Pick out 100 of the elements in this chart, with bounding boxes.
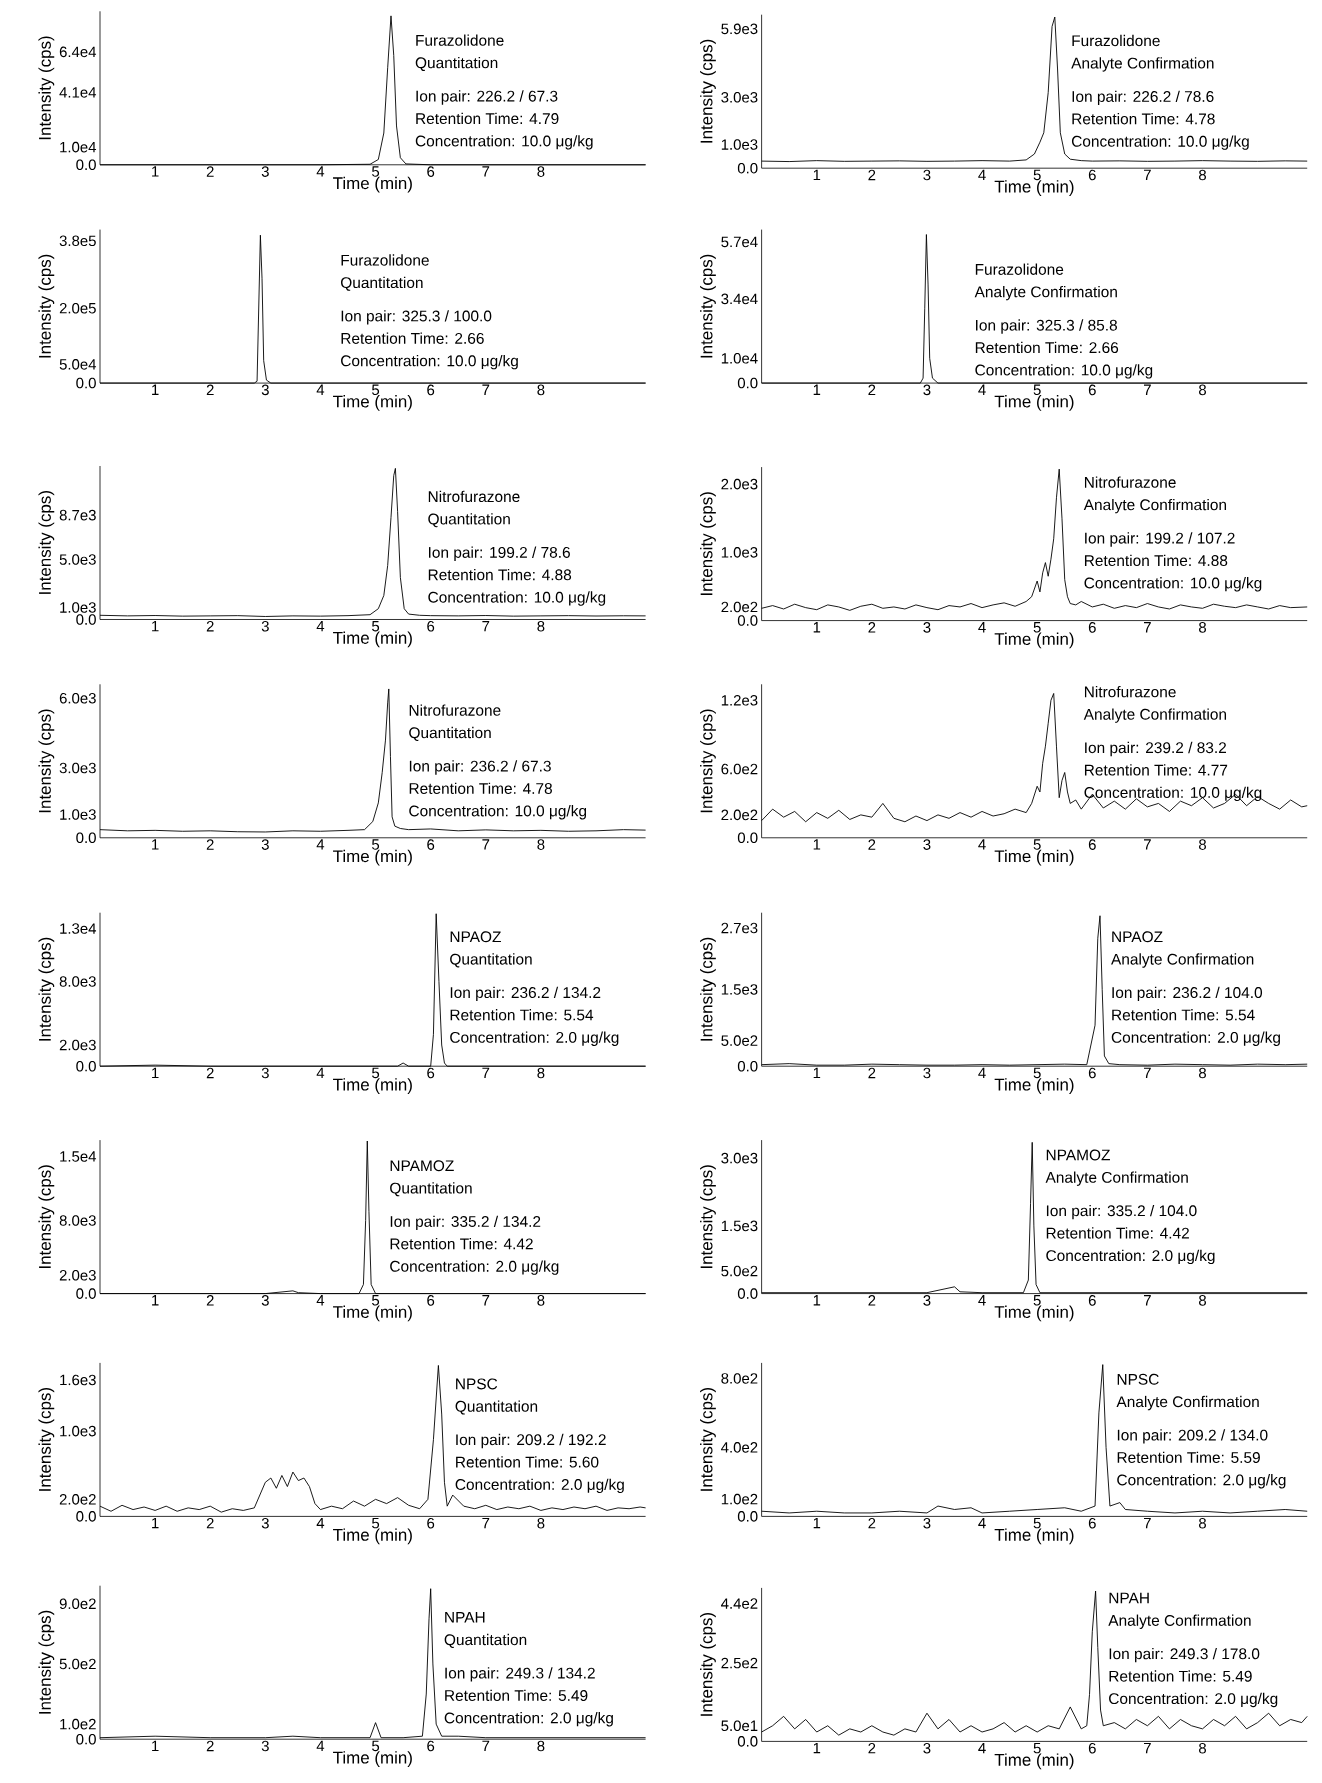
x-tick-label: 2 — [206, 839, 214, 850]
y-tick-label: 4.0e2 — [721, 1442, 758, 1453]
y-tick-label: 3.4e4 — [721, 293, 758, 305]
y-tick-label: 3.8e5 — [59, 235, 96, 247]
x-tick-label: 6 — [1088, 1742, 1096, 1754]
x-tick-label: 3 — [923, 622, 931, 633]
annotation: Concentration: 2.0 μg/kg — [1111, 1031, 1280, 1046]
annotation: Analyte Confirmation — [1083, 498, 1227, 514]
x-tick-label: 7 — [482, 384, 490, 395]
annotation: Ion pair: 335.2 / 134.2 — [390, 1215, 541, 1231]
annotation: Analyte Confirmation — [1111, 953, 1254, 968]
annotation: Analyte Confirmation — [1083, 708, 1227, 723]
annotation: Retention Time: 5.60 — [456, 1456, 599, 1468]
x-tick-label: 6 — [427, 621, 435, 632]
annotation: Retention Time: 2.66 — [975, 341, 1119, 354]
annotation: Retention Time: 5.59 — [1117, 1451, 1260, 1463]
x-tick-label: 8 — [1199, 1517, 1206, 1529]
x-tick-label: 6 — [1088, 1517, 1096, 1529]
annotation: NPAMOZ — [390, 1160, 454, 1172]
annotation: Analyte Confirmation — [974, 285, 1117, 301]
y-tick-label: 1.3e4 — [60, 923, 97, 934]
y-tick-label: 0.0 — [76, 614, 96, 625]
annotation: Analyte Confirmation — [1045, 1171, 1188, 1186]
x-tick-label: 4 — [978, 1295, 986, 1306]
y-tick-label: 6.0e2 — [721, 763, 758, 775]
x-tick-label: 7 — [482, 839, 490, 850]
x-tick-label: 7 — [1144, 622, 1151, 633]
annotation: Retention Time: 5.54 — [1112, 1009, 1255, 1021]
x-tick-label: 6 — [427, 1740, 435, 1752]
x-tick-label: 2 — [868, 169, 876, 181]
annotation: Retention Time: 4.78 — [1072, 113, 1215, 125]
x-tick-label: 8 — [1199, 1067, 1206, 1079]
x-tick-label: 4 — [978, 169, 986, 180]
x-tick-label: 5 — [372, 621, 380, 632]
annotation: Retention Time: 4.42 — [390, 1238, 533, 1250]
annotation: Ion pair: 236.2 / 104.0 — [1112, 986, 1263, 1002]
x-tick-label: 7 — [1144, 839, 1151, 850]
x-tick-label: 5 — [1033, 1742, 1041, 1754]
annotation: Ion pair: 199.2 / 78.6 — [428, 546, 570, 561]
x-tick-label: 1 — [152, 166, 159, 177]
x-tick-label: 8 — [537, 1517, 545, 1529]
x-tick-label: 6 — [1088, 622, 1096, 633]
annotation: NPSC — [1117, 1373, 1159, 1385]
x-tick-label: 6 — [1088, 384, 1096, 396]
annotation: Ion pair: 325.3 / 100.0 — [341, 310, 492, 325]
y-tick-label: 0.0 — [76, 1060, 96, 1072]
x-tick-label: 4 — [316, 1517, 325, 1529]
x-axis-title: Time (min) — [333, 849, 412, 866]
line-series — [761, 1364, 1308, 1514]
x-tick-label: 8 — [1199, 1295, 1206, 1306]
annotation: NPAH — [1109, 1592, 1149, 1604]
y-tick-label: 2.0e3 — [59, 1270, 96, 1281]
x-tick-label: 2 — [206, 1295, 214, 1306]
y-axis-title: Intensity (cps) — [700, 492, 716, 595]
x-tick-label: 2 — [868, 384, 876, 396]
x-axis-title: Time (min) — [994, 1753, 1074, 1770]
x-tick-label: 3 — [923, 839, 931, 850]
x-tick-label: 7 — [482, 1067, 490, 1078]
y-tick-label: 5.0e2 — [721, 1035, 758, 1046]
x-tick-label: 6 — [1088, 1067, 1096, 1079]
x-tick-label: 1 — [152, 384, 159, 395]
x-tick-label: 2 — [868, 622, 876, 633]
x-tick-label: 7 — [1144, 1295, 1151, 1306]
line-series — [99, 467, 647, 617]
y-tick-label: 0.0 — [737, 1511, 758, 1522]
y-tick-label: 2.0e2 — [721, 809, 758, 821]
y-tick-label: 1.0e3 — [721, 547, 758, 558]
x-tick-label: 3 — [923, 384, 931, 396]
line-series — [99, 1365, 647, 1513]
x-tick-label: 6 — [427, 839, 435, 850]
x-axis-title: Time (min) — [333, 631, 412, 648]
annotation: Ion pair: 199.2 / 107.2 — [1085, 532, 1235, 547]
x-tick-label: 5 — [372, 384, 380, 396]
y-axis-title: Intensity (cps) — [700, 1613, 716, 1716]
y-tick-label: 8.0e2 — [721, 1373, 758, 1384]
x-tick-label: 5 — [372, 1517, 380, 1529]
annotation: Concentration: 2.0 μg/kg — [1117, 1474, 1286, 1489]
y-axis-title: Intensity (cps) — [38, 254, 55, 358]
y-tick-label: 0.0 — [737, 832, 758, 844]
annotation: Concentration: 10.0 μg/kg — [415, 135, 593, 150]
y-tick-label: 2.5e2 — [721, 1657, 758, 1669]
y-tick-label: 3.0e3 — [721, 92, 758, 103]
x-tick-label: 5 — [1033, 169, 1041, 181]
annotation: Concentration: 10.0 μg/kg — [409, 805, 587, 820]
x-tick-label: 1 — [813, 384, 821, 395]
x-tick-label: 4 — [978, 384, 986, 395]
x-tick-label: 7 — [1144, 1067, 1151, 1078]
y-tick-label: 1.0e2 — [721, 1493, 758, 1505]
y-tick-label: 8.0e3 — [59, 1215, 96, 1226]
x-tick-label: 1 — [813, 1742, 821, 1754]
x-tick-label: 2 — [206, 1740, 214, 1752]
annotation: Quantitation — [390, 1182, 472, 1197]
y-tick-label: 3.0e3 — [721, 1152, 758, 1164]
annotation: Quantitation — [341, 276, 423, 291]
x-tick-label: 8 — [537, 384, 545, 396]
x-tick-label: 8 — [537, 621, 545, 632]
x-tick-label: 2 — [868, 1742, 876, 1754]
x-tick-label: 5 — [1033, 622, 1041, 633]
annotation: Concentration: 2.0 μg/kg — [450, 1031, 619, 1046]
x-axis-title: Time (min) — [994, 1305, 1074, 1322]
